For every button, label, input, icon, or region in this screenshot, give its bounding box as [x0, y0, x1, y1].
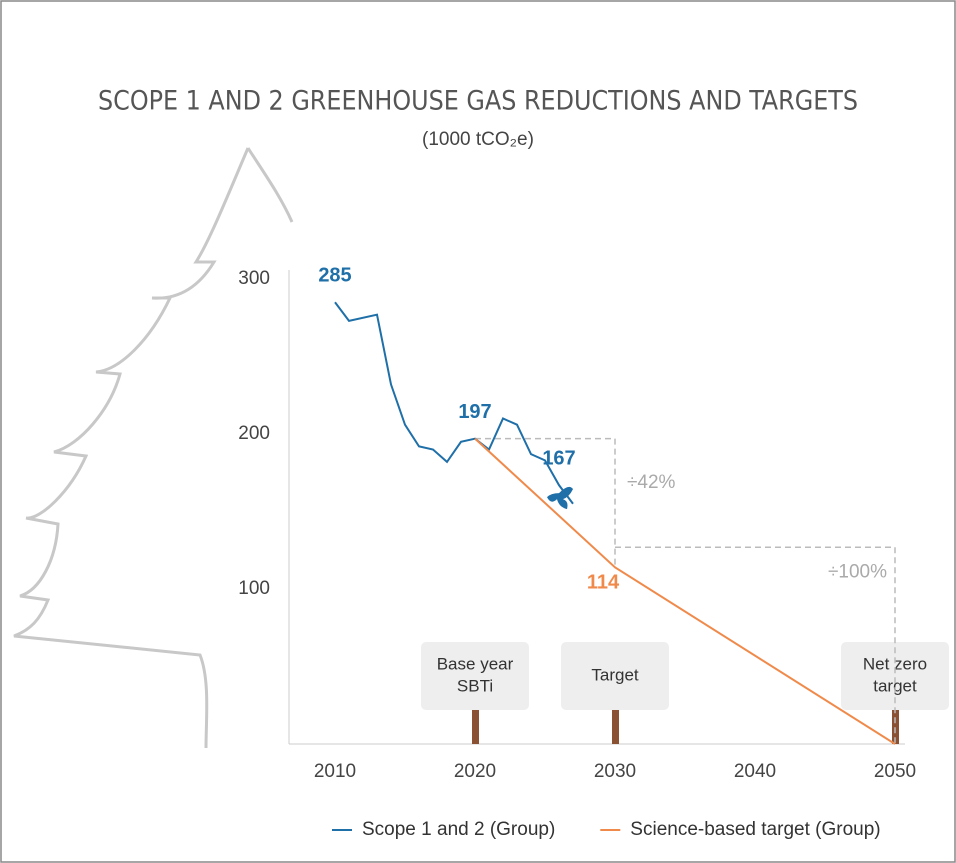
- milestone-label: Net zero: [863, 654, 927, 673]
- milestone-post: [612, 710, 619, 744]
- x-tick-label: 2020: [454, 761, 496, 782]
- value-label: 285: [318, 265, 351, 287]
- x-tick-label: 2010: [314, 761, 356, 782]
- y-tick-label: 100: [238, 578, 270, 599]
- y-tick-label: 200: [238, 423, 270, 444]
- reduction-label: ÷42%: [627, 472, 676, 493]
- milestone-post: [472, 710, 479, 744]
- milestone-box: [841, 642, 949, 710]
- milestone-post: [892, 710, 899, 744]
- milestone-box: [561, 642, 669, 710]
- value-label: 197: [458, 401, 491, 423]
- milestone-label: Target: [591, 665, 639, 684]
- milestone-label: Base year: [437, 654, 514, 673]
- milestone-box: [421, 642, 529, 710]
- x-tick-label: 2040: [734, 761, 776, 782]
- value-label: 114: [587, 572, 620, 594]
- reduction-label: ÷100%: [828, 561, 887, 582]
- x-tick-label: 2030: [594, 761, 636, 782]
- value-label: 167: [542, 447, 575, 469]
- reduction-guide: [615, 546, 896, 744]
- series-line: [334, 301, 574, 505]
- reduction-guide: [475, 437, 616, 568]
- series-line: [474, 437, 896, 745]
- butterfly-icon: [547, 486, 573, 510]
- y-tick-label: 300: [238, 268, 270, 289]
- chart-title: SCOPE 1 AND 2 GREENHOUSE GAS REDUCTIONS …: [98, 86, 858, 117]
- legend-label: Scope 1 and 2 (Group): [362, 819, 555, 840]
- milestone-label: SBTi: [457, 676, 493, 695]
- x-tick-label: 2050: [874, 761, 916, 782]
- tree-drawing: [13, 147, 294, 749]
- legend-label: Science-based target (Group): [630, 819, 880, 840]
- chart-subtitle: (1000 tCO₂e): [422, 129, 534, 150]
- milestone-label: target: [873, 676, 917, 695]
